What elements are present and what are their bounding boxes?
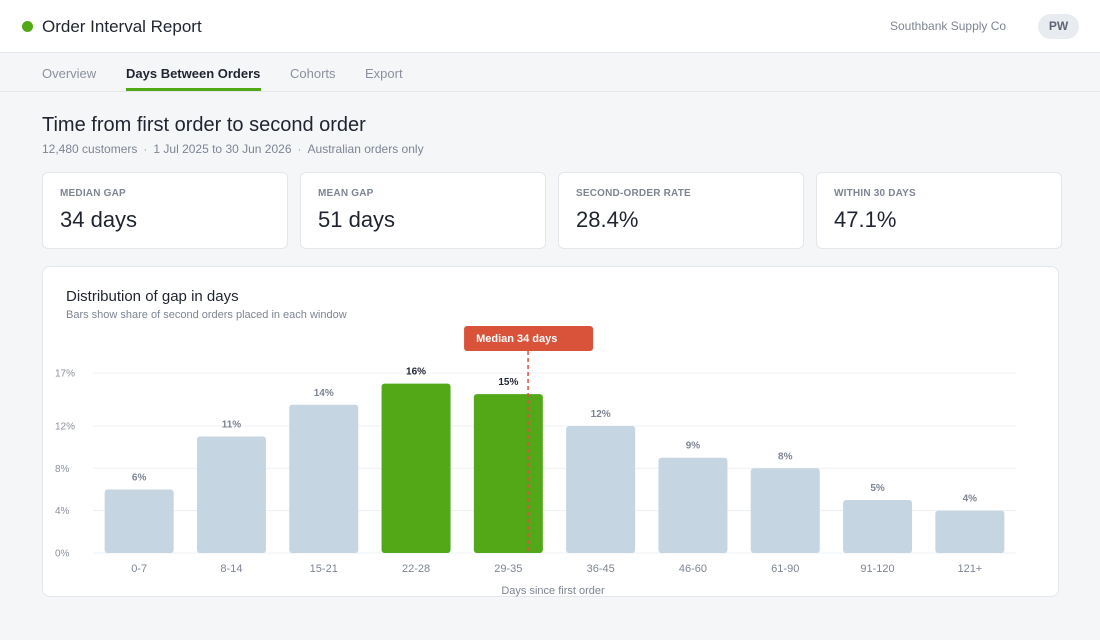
bar-91-120 — [843, 500, 913, 553]
tab-overview[interactable]: Overview — [42, 66, 97, 81]
tab-export[interactable]: Export — [365, 66, 403, 81]
active-tab-indicator — [126, 88, 261, 91]
app-title: Order Interval Report — [42, 17, 202, 36]
kpi-label: MEDIAN GAP — [60, 188, 126, 199]
bar-value-label: 12% — [591, 409, 611, 420]
bar-29-35 — [473, 394, 543, 553]
bar-value-label: 6% — [132, 472, 147, 483]
x-tick-label: 22-28 — [402, 563, 430, 575]
bar-value-label: 16% — [406, 367, 426, 378]
kpi-card-median-gap: MEDIAN GAP 34 days — [42, 172, 288, 249]
bar-value-label: 9% — [686, 441, 701, 452]
x-tick-label: 29-35 — [494, 563, 522, 575]
meta-date-range: 1 Jul 2025 to 30 Jun 2026 — [153, 142, 292, 156]
kpi-label: WITHIN 30 DAYS — [834, 188, 916, 199]
kpi-value: 47.1% — [834, 207, 897, 232]
tab-cohorts[interactable]: Cohorts — [290, 66, 336, 81]
y-tick-label: 12% — [55, 421, 75, 432]
median-badge-label: Median 34 days — [476, 333, 557, 345]
x-tick-label: 61-90 — [771, 563, 799, 575]
bar-121+ — [935, 510, 1005, 553]
bar-0-7 — [104, 489, 174, 553]
meta-customers: 12,480 customers — [42, 142, 138, 156]
bar-15-21 — [289, 404, 359, 553]
kpi-value: 51 days — [318, 207, 396, 232]
kpi-value: 34 days — [60, 207, 138, 232]
bar-36-45 — [566, 425, 636, 553]
chart-card: Distribution of gap in days Bars show sh… — [42, 266, 1059, 597]
median-badge — [464, 326, 594, 351]
x-tick-label: 46-60 — [679, 563, 707, 575]
y-tick-label: 0% — [55, 549, 70, 560]
y-tick-label: 17% — [55, 369, 75, 380]
x-axis-label: Days since first order — [501, 585, 605, 597]
bar-8-14 — [196, 436, 266, 553]
x-tick-label: 36-45 — [587, 563, 615, 575]
bar-value-label: 15% — [498, 377, 518, 388]
y-tick-label: 8% — [55, 464, 70, 475]
kpi-card-mean-gap: MEAN GAP 51 days — [300, 172, 546, 249]
bar-value-label: 14% — [314, 388, 334, 399]
x-tick-label: 121+ — [957, 563, 982, 575]
x-tick-label: 15-21 — [310, 563, 338, 575]
bar-value-label: 4% — [963, 494, 978, 505]
bar-value-label: 5% — [870, 483, 885, 494]
chart-title: Distribution of gap in days — [66, 288, 239, 305]
top-bar: Order Interval Report Southbank Supply C… — [0, 0, 1100, 53]
bar-61-90 — [750, 468, 820, 553]
user-avatar[interactable]: PW — [1038, 14, 1079, 39]
x-tick-label: 0-7 — [131, 563, 147, 575]
meta-region: Australian orders only — [307, 142, 424, 156]
bar-22-28 — [381, 383, 451, 553]
gap-distribution-chart: 0% 4% 8% 12% 17% 6% 0-7 11% 8-14 14% 15-21 16% 22-28… — [55, 326, 1016, 597]
tab-bar: Overview Days Between Orders Cohorts Exp… — [0, 53, 1100, 92]
kpi-value: 28.4% — [576, 207, 639, 232]
kpi-label: SECOND-ORDER RATE — [576, 188, 691, 199]
org-name[interactable]: Southbank Supply Co — [890, 19, 1007, 33]
y-tick-label: 4% — [55, 506, 70, 517]
tab-days-between-orders[interactable]: Days Between Orders — [126, 66, 261, 81]
kpi-card-within-30-days: WITHIN 30 DAYS 47.1% — [816, 172, 1062, 249]
x-tick-label: 91-120 — [860, 563, 894, 575]
bar-value-label: 11% — [222, 420, 242, 431]
brand-dot-icon — [22, 21, 33, 32]
x-tick-label: 8-14 — [220, 563, 242, 575]
bar-46-60 — [658, 457, 728, 553]
bar-value-label: 8% — [778, 451, 793, 462]
kpi-card-second-order-rate: SECOND-ORDER RATE 28.4% — [558, 172, 804, 249]
chart-subtitle: Bars show share of second orders placed … — [66, 309, 347, 321]
page-title: Time from first order to second order — [42, 114, 366, 136]
page-meta: 12,480 customers · 1 Jul 2025 to 30 Jun 20… — [42, 142, 424, 156]
kpi-label: MEAN GAP — [318, 188, 374, 199]
